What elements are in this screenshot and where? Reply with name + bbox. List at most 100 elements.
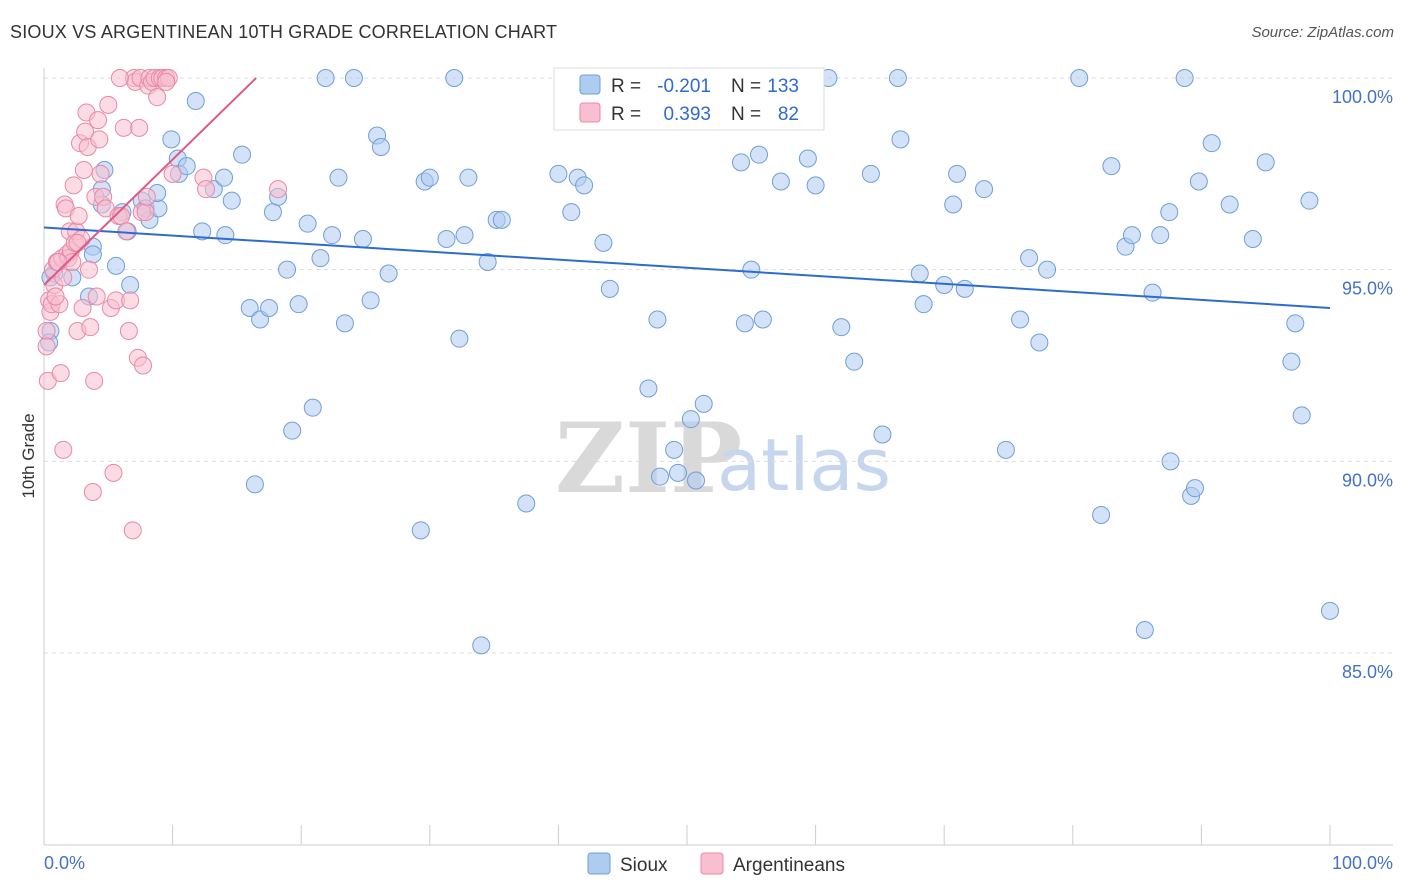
sioux-point-45	[344, 69, 363, 87]
sioux-point-105	[1020, 249, 1039, 268]
argentinean-point-78	[49, 253, 68, 271]
sioux-point-33	[263, 203, 282, 222]
sioux-point-110	[1102, 157, 1121, 176]
sioux-point-101	[955, 279, 974, 298]
argentinean-point-25	[69, 207, 88, 225]
sioux-point-112	[1122, 226, 1141, 245]
sioux-point-36	[283, 421, 302, 440]
sioux-point-26	[216, 226, 235, 245]
sioux-point-84	[750, 145, 769, 164]
chart-title: SIOUX VS ARGENTINEAN 10TH GRADE CORRELAT…	[10, 22, 558, 42]
sioux-point-117	[1161, 452, 1180, 471]
sioux-point-22	[186, 92, 205, 110]
y-tick-labels: 85.0% 90.0% 95.0% 100.0%	[1332, 87, 1393, 682]
argentinean-point-52	[119, 322, 138, 340]
argentinean-point-29	[74, 161, 93, 179]
sioux-r-value: -0.201	[657, 76, 711, 97]
sioux-point-120	[1185, 479, 1204, 498]
x-axis-ticks	[172, 825, 1331, 845]
argentinean-point-53	[121, 291, 140, 310]
sioux-point-108	[1070, 69, 1089, 87]
sioux-point-73	[639, 379, 658, 398]
sioux-point-39	[303, 398, 322, 417]
sioux-point-94	[888, 69, 907, 87]
sioux-point-123	[1220, 195, 1239, 214]
argentinean-point-80	[68, 233, 87, 252]
sioux-point-69	[600, 279, 619, 298]
sioux-point-44	[335, 314, 354, 333]
sioux-point-114	[1143, 283, 1162, 302]
sioux-point-21	[177, 157, 196, 176]
sioux-trend-line	[43, 226, 1331, 309]
sioux-n-value: 133	[767, 76, 799, 97]
sioux-point-96	[910, 264, 929, 283]
argentinean-trend-line	[43, 77, 257, 286]
sioux-point-109	[1092, 506, 1111, 524]
sioux-point-92	[861, 164, 880, 183]
y-axis-label: 10th Grade	[19, 413, 38, 498]
sioux-point-130	[1321, 601, 1339, 620]
sioux-point-78	[681, 410, 700, 429]
argentinean-point-0	[37, 322, 56, 340]
argentinean-point-36	[85, 371, 104, 390]
argentinean-points	[37, 69, 288, 540]
sioux-point-43	[329, 168, 348, 187]
sioux-point-29	[240, 299, 259, 317]
sioux-point-77	[668, 463, 687, 482]
sioux-point-102	[975, 180, 994, 199]
sioux-series-swatch	[587, 852, 611, 875]
sioux-point-60	[478, 253, 497, 271]
argentinean-point-38	[87, 287, 106, 306]
argentinean-point-62	[136, 203, 155, 222]
argentinean-r-value: 0.393	[663, 104, 711, 125]
argentinean-point-50	[114, 118, 133, 137]
sioux-points	[40, 69, 1339, 655]
argentinean-point-39	[89, 111, 108, 130]
argentinean-point-34	[81, 318, 100, 337]
sioux-point-50	[379, 264, 398, 283]
x-tick-label-max: 100.0%	[1332, 853, 1393, 873]
sioux-point-83	[742, 260, 761, 279]
sioux-point-5	[83, 245, 102, 264]
sioux-point-30	[245, 475, 264, 494]
argentinean-point-75	[269, 180, 288, 199]
sioux-point-85	[753, 310, 772, 329]
series-legend: Sioux Argentineans	[587, 852, 845, 876]
sioux-point-40	[311, 249, 330, 268]
argentinean-point-13	[54, 440, 73, 459]
sioux-point-67	[575, 176, 594, 195]
sioux-point-91	[845, 352, 864, 371]
sioux-point-79	[687, 471, 706, 490]
sioux-point-47	[361, 291, 380, 310]
argentinean-series-swatch	[700, 852, 724, 875]
sioux-point-103	[996, 440, 1015, 459]
sioux-point-51	[411, 521, 430, 540]
argentinean-point-40	[90, 130, 109, 149]
sioux-point-99	[944, 195, 963, 214]
y-tick-label-85: 85.0%	[1342, 662, 1393, 682]
sioux-r-label: R =	[611, 76, 641, 97]
argentinean-point-41	[91, 164, 110, 183]
argentinean-point-21	[64, 176, 83, 195]
watermark-atlas: atlas	[717, 423, 891, 507]
sioux-point-63	[517, 494, 536, 513]
argentinean-n-label: N =	[731, 104, 761, 125]
sioux-n-label: N =	[731, 76, 761, 97]
argentinean-legend-swatch	[579, 102, 601, 123]
sioux-point-122	[1202, 134, 1221, 153]
sioux-point-128	[1292, 406, 1311, 425]
sioux-point-35	[278, 260, 297, 279]
sioux-point-106	[1030, 333, 1049, 352]
sioux-point-100	[948, 164, 967, 183]
source-credit: Source: ZipAtlas.com	[1251, 24, 1394, 41]
sioux-point-74	[648, 310, 667, 329]
stats-legend: R = -0.201 N = 133 R = 0.393 N = 82	[553, 67, 825, 131]
sioux-point-59	[472, 636, 491, 655]
argentinean-point-77	[157, 72, 176, 91]
sioux-point-81	[732, 153, 751, 172]
sioux-point-82	[735, 314, 754, 333]
sioux-point-129	[1300, 191, 1319, 210]
argentinean-point-33	[80, 260, 99, 279]
sioux-point-18	[162, 130, 181, 149]
sioux-point-116	[1160, 203, 1179, 222]
